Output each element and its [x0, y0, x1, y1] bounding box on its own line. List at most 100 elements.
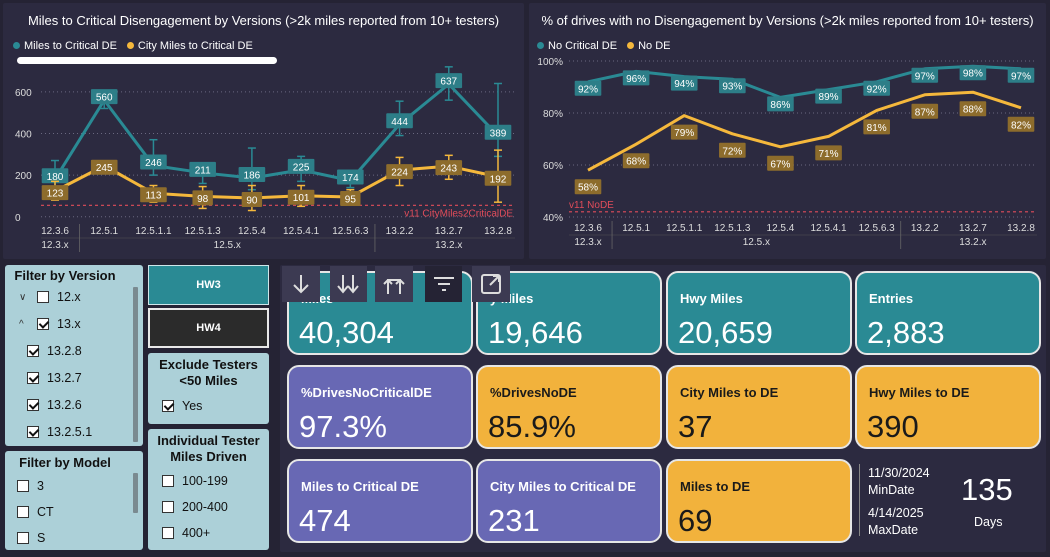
- data-label: 211: [195, 165, 211, 176]
- kpi-value: 20,659: [678, 315, 773, 350]
- data-label: 81%: [867, 123, 887, 134]
- chevron-down-icon[interactable]: ∨: [19, 291, 27, 303]
- legend-item-no-de[interactable]: No DE: [627, 40, 670, 52]
- model-label: CT: [37, 505, 54, 519]
- tester-range-item[interactable]: 200-400: [162, 500, 228, 514]
- x-tick-label: 12.5.4.1: [810, 223, 847, 234]
- series-line: [587, 64, 1022, 99]
- checkbox[interactable]: [162, 400, 174, 412]
- checkbox[interactable]: [37, 318, 49, 330]
- checkbox[interactable]: [27, 426, 39, 438]
- checkbox[interactable]: [17, 506, 29, 518]
- data-label: 192: [490, 174, 507, 185]
- version-label: 13.2.7: [47, 371, 82, 385]
- chevron-up-icon[interactable]: ^: [19, 318, 24, 330]
- checkbox[interactable]: [17, 480, 29, 492]
- kpi-card[interactable]: City Miles to Critical DE 231: [476, 459, 662, 543]
- kpi-card[interactable]: Hwy Miles 20,659: [666, 271, 852, 355]
- kpi-label: Miles to DE: [680, 479, 751, 494]
- double-arrow-down-icon[interactable]: [329, 266, 368, 302]
- version-item[interactable]: ∨ 12.x: [19, 290, 81, 304]
- data-label-bg: [340, 190, 361, 206]
- kpi-card[interactable]: City Miles to DE 37: [666, 365, 852, 449]
- data-label: 93%: [722, 82, 742, 93]
- kpi-card[interactable]: %DrivesNoDE 85.9%: [476, 365, 662, 449]
- y-tick-label: 200: [15, 171, 32, 182]
- version-label: 13.2.6: [47, 398, 82, 412]
- x-tick-label: 12.5.6.3: [332, 226, 369, 237]
- kpi-card[interactable]: Miles to DE 69: [666, 459, 852, 543]
- tester-range-item[interactable]: 100-199: [162, 474, 228, 488]
- min-date: 11/30/2024: [868, 466, 930, 480]
- checkbox[interactable]: [27, 345, 39, 357]
- checkbox[interactable]: [162, 501, 174, 513]
- checkbox[interactable]: [27, 399, 39, 411]
- tester-range-item[interactable]: 400+: [162, 526, 210, 540]
- legend-item-no-critical-de[interactable]: No Critical DE: [537, 40, 617, 52]
- filter-version-scrollbar[interactable]: [133, 287, 138, 442]
- kpi-card[interactable]: Miles to Critical DE 474: [287, 459, 473, 543]
- kpi-card[interactable]: %DrivesNoCriticalDE 97.3%: [287, 365, 473, 449]
- data-label: 79%: [674, 128, 694, 139]
- data-label: 245: [96, 163, 113, 174]
- filter-icon[interactable]: [424, 266, 463, 302]
- filter-model-title: Filter by Model: [19, 455, 111, 470]
- version-item[interactable]: 13.2.6: [27, 398, 82, 412]
- data-label-bg: [1007, 116, 1035, 132]
- checkbox[interactable]: [37, 291, 49, 303]
- arrow-down-icon[interactable]: [282, 266, 320, 302]
- model-item[interactable]: S: [17, 531, 45, 545]
- data-label-bg: [670, 75, 698, 91]
- data-label: 98: [197, 194, 209, 205]
- exclude-yes-option[interactable]: Yes: [162, 399, 202, 413]
- focus-mode-icon[interactable]: [472, 266, 510, 302]
- hw4-button[interactable]: HW4: [148, 308, 269, 348]
- model-item[interactable]: 3: [17, 479, 44, 493]
- x-group-label: 13.2.x: [435, 240, 462, 251]
- model-item[interactable]: CT: [17, 505, 54, 519]
- version-item[interactable]: 13.2.5.1: [27, 425, 92, 439]
- x-tick-label: 13.2.2: [911, 223, 939, 234]
- checkbox[interactable]: [27, 372, 39, 384]
- chart1-legend-scrollbar[interactable]: [17, 57, 277, 64]
- data-label: 560: [96, 93, 113, 104]
- min-date-label: MinDate: [868, 483, 915, 497]
- data-label: 389: [490, 128, 507, 139]
- chart1-title: Miles to Critical Disengagement by Versi…: [27, 13, 500, 28]
- checkbox[interactable]: [162, 475, 174, 487]
- x-tick-label: 12.3.6: [574, 223, 602, 234]
- data-label-bg: [90, 89, 118, 105]
- legend-item-city-miles-critical[interactable]: City Miles to Critical DE: [126, 40, 253, 52]
- max-date-label: MaxDate: [868, 523, 919, 537]
- data-label-bg: [863, 80, 890, 96]
- legend-item-miles-critical[interactable]: Miles to Critical DE: [13, 40, 117, 52]
- x-tick-label: 13.2.8: [1007, 223, 1035, 234]
- checkbox[interactable]: [162, 527, 174, 539]
- model-label: 3: [37, 479, 44, 493]
- version-item[interactable]: ^ 13.x: [19, 317, 81, 331]
- kpi-card[interactable]: Hwy Miles to DE 390: [855, 365, 1041, 449]
- hw3-button[interactable]: HW3: [148, 265, 269, 305]
- drill-up-icon[interactable]: [375, 266, 413, 302]
- data-label: 174: [342, 173, 359, 184]
- legend-label: Miles to Critical DE: [24, 40, 117, 52]
- kpi-card[interactable]: Entries 2,883: [855, 271, 1041, 355]
- y-tick-label: 60%: [543, 161, 563, 172]
- data-label-bg: [719, 78, 746, 94]
- kpi-value: 69: [678, 503, 713, 538]
- version-item[interactable]: 13.2.7: [27, 371, 82, 385]
- chart1-plot: 0 200 400 600 v11 CityMiles2CriticalDE 12.3.6…: [15, 66, 515, 252]
- filter-model-scrollbar[interactable]: [133, 473, 138, 513]
- days-label: Days: [974, 515, 1003, 529]
- data-label: 246: [145, 158, 162, 169]
- data-label: 97%: [1011, 71, 1031, 82]
- max-date: 4/14/2025: [868, 506, 924, 520]
- kpi-value: 85.9%: [488, 409, 576, 444]
- data-label: 68%: [626, 157, 646, 168]
- legend-label: No Critical DE: [548, 40, 618, 52]
- checkbox[interactable]: [17, 532, 29, 544]
- version-item[interactable]: 13.2.8: [27, 344, 82, 358]
- data-label: 123: [47, 189, 64, 200]
- kpi-value: 231: [488, 503, 540, 538]
- x-group-label: 12.5.x: [743, 237, 770, 248]
